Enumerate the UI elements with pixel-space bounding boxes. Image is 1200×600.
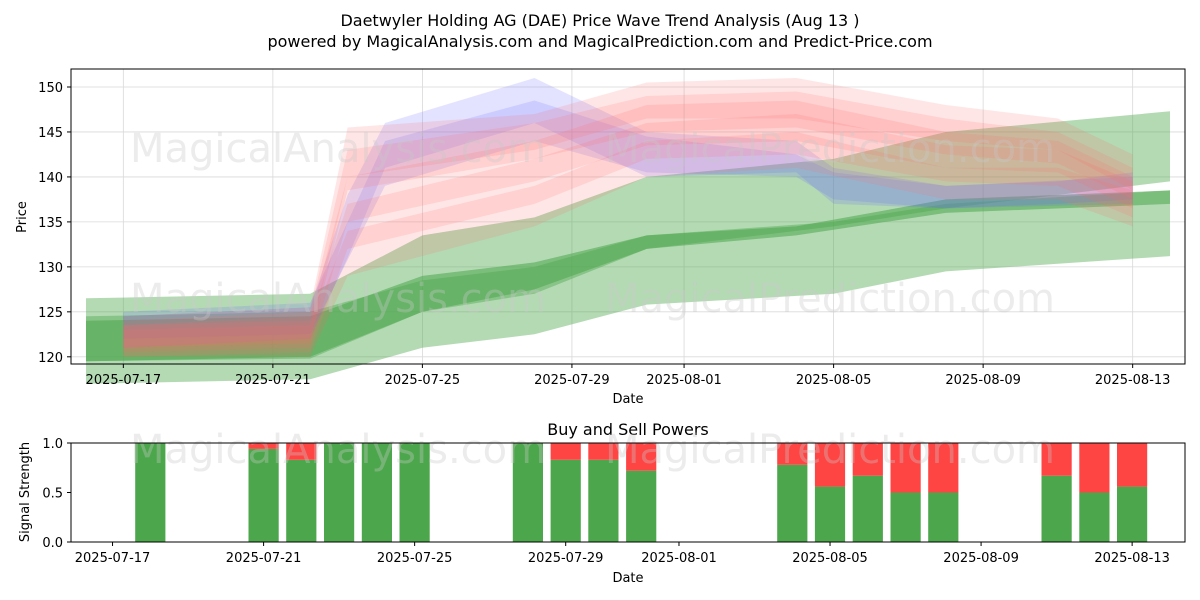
sell-bar bbox=[1079, 443, 1110, 493]
signal-x-tick-label: 2025-08-01 bbox=[641, 551, 717, 566]
price-y-tick-label: 130 bbox=[38, 261, 63, 276]
buy-bar bbox=[928, 492, 959, 542]
sell-bar bbox=[890, 443, 921, 493]
sell-bar bbox=[626, 443, 657, 471]
signal-chart-title: Buy and Sell Powers bbox=[547, 420, 709, 439]
signal-y-axis-label: Signal Strength bbox=[18, 442, 33, 542]
signal-x-tick-label: 2025-08-09 bbox=[943, 551, 1019, 566]
price-x-ticks: 2025-07-17 2025-07-21 2025-07-25 2025-07-29… bbox=[86, 364, 1171, 388]
signal-x-ticks: 2025-07-17 2025-07-21 2025-07-25 2025-07-29… bbox=[75, 542, 1170, 566]
red-band-2 bbox=[123, 91, 1133, 348]
sell-bar bbox=[928, 443, 959, 493]
signal-x-tick-label: 2025-08-13 bbox=[1094, 551, 1170, 566]
price-y-tick-label: 120 bbox=[38, 351, 63, 366]
signal-x-axis-label: Date bbox=[612, 571, 643, 586]
chart-subtitle: powered by MagicalAnalysis.com and Magic… bbox=[267, 32, 932, 51]
signal-x-tick-label: 2025-08-05 bbox=[792, 551, 868, 566]
price-y-tick-label: 145 bbox=[38, 126, 63, 141]
buy-bar bbox=[626, 470, 657, 542]
signal-y-ticks: 0.0 0.5 1.0 bbox=[42, 437, 71, 551]
watermark-prediction-bottom: MagicalPrediction.com bbox=[605, 427, 1055, 473]
red-band-4 bbox=[123, 114, 1133, 357]
buy-bar bbox=[1041, 475, 1072, 542]
sell-bar bbox=[588, 443, 619, 460]
sell-bar bbox=[852, 443, 883, 476]
green-band-core bbox=[86, 190, 1170, 362]
price-grid bbox=[71, 69, 1185, 364]
signal-x-tick-label: 2025-07-29 bbox=[528, 551, 604, 566]
price-x-tick-label: 2025-07-17 bbox=[86, 373, 162, 388]
signal-x-tick-label: 2025-07-17 bbox=[75, 551, 151, 566]
watermark-prediction-top: MagicalPrediction.com bbox=[605, 126, 1055, 172]
price-x-axis-label: Date bbox=[612, 392, 643, 407]
signal-x-tick-label: 2025-07-25 bbox=[377, 551, 453, 566]
red-bands bbox=[123, 78, 1133, 357]
price-watermarks: MagicalAnalysis.com MagicalPrediction.co… bbox=[130, 126, 1055, 322]
price-x-tick-label: 2025-08-01 bbox=[646, 373, 722, 388]
blue-bands bbox=[123, 78, 1133, 348]
sell-bar bbox=[248, 443, 279, 449]
price-plot-frame bbox=[70, 68, 1186, 365]
buy-bar bbox=[550, 459, 581, 542]
buy-bar bbox=[814, 486, 846, 542]
blue-band-2 bbox=[123, 100, 1133, 339]
price-y-tick-label: 140 bbox=[38, 171, 63, 186]
buy-bar bbox=[588, 459, 619, 542]
price-y-tick-label: 125 bbox=[38, 306, 63, 321]
buy-bar bbox=[890, 492, 921, 542]
red-band-3 bbox=[123, 100, 1133, 353]
signal-x-tick-label: 2025-07-21 bbox=[226, 551, 302, 566]
buy-bar bbox=[286, 459, 317, 542]
sell-bar bbox=[286, 443, 317, 460]
sell-bar bbox=[777, 443, 808, 465]
buy-bar bbox=[1079, 492, 1110, 542]
price-y-tick-label: 150 bbox=[38, 81, 63, 96]
red-band-5 bbox=[123, 132, 1133, 357]
price-x-tick-label: 2025-07-21 bbox=[235, 373, 311, 388]
price-x-tick-label: 2025-08-05 bbox=[796, 373, 872, 388]
buy-bar bbox=[777, 464, 808, 542]
signal-y-tick-label: 1.0 bbox=[42, 437, 63, 452]
buy-bar bbox=[324, 443, 355, 542]
buy-bar bbox=[248, 448, 279, 542]
sell-bar bbox=[1041, 443, 1072, 476]
buy-bar bbox=[399, 443, 430, 542]
price-x-tick-label: 2025-07-29 bbox=[534, 373, 610, 388]
price-y-axis-label: Price bbox=[15, 201, 30, 233]
signal-y-tick-label: 0.5 bbox=[42, 487, 63, 502]
buy-bar bbox=[135, 443, 166, 542]
buy-bar bbox=[852, 475, 883, 542]
price-x-tick-label: 2025-07-25 bbox=[385, 373, 461, 388]
signal-bars bbox=[135, 443, 1148, 542]
watermark-analysis-mid: MagicalAnalysis.com bbox=[130, 276, 546, 322]
price-y-ticks: 120 125 130 135 140 145 150 bbox=[38, 81, 71, 366]
price-chart: MagicalAnalysis.com MagicalPrediction.co… bbox=[15, 68, 1186, 407]
price-x-tick-label: 2025-08-13 bbox=[1095, 373, 1171, 388]
watermark-prediction-mid: MagicalPrediction.com bbox=[605, 276, 1055, 322]
chart-title: Daetwyler Holding AG (DAE) Price Wave Tr… bbox=[340, 11, 859, 30]
sell-bar bbox=[814, 443, 846, 487]
buy-bar bbox=[512, 443, 543, 542]
green-band-wide-upper bbox=[86, 111, 1170, 362]
watermark-analysis-bottom: MagicalAnalysis.com bbox=[130, 427, 546, 473]
signal-chart: Buy and Sell Powers MagicalAnalysis.com … bbox=[18, 420, 1186, 586]
sell-bar bbox=[1117, 443, 1148, 487]
buy-bar bbox=[361, 443, 392, 542]
watermark-analysis-top: MagicalAnalysis.com bbox=[130, 126, 546, 172]
signal-y-tick-label: 0.0 bbox=[42, 536, 63, 551]
blue-band-1 bbox=[123, 78, 1133, 348]
signal-watermarks: MagicalAnalysis.com MagicalPrediction.co… bbox=[130, 427, 1055, 473]
price-x-tick-label: 2025-08-09 bbox=[945, 373, 1021, 388]
red-band-1 bbox=[123, 78, 1133, 348]
price-y-tick-label: 135 bbox=[38, 216, 63, 231]
buy-bar bbox=[1117, 486, 1148, 542]
green-bands bbox=[86, 111, 1170, 384]
sell-bar bbox=[550, 443, 581, 460]
